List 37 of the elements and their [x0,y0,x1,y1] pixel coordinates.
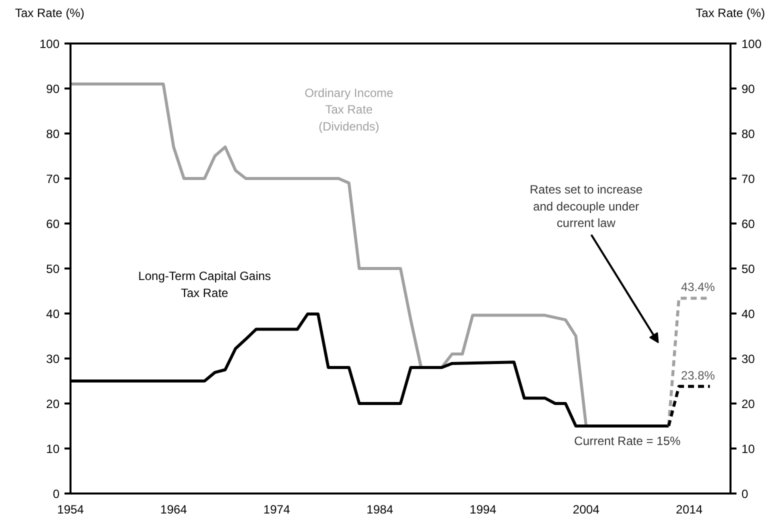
x-tick-label: 2014 [676,502,703,516]
y-tick-label: 90 [46,82,60,96]
y-axis-title: Tax Rate (%) [15,5,84,22]
x-tick-label: 1964 [160,502,188,516]
y2-axis-title: Tax Rate (%) [696,5,765,22]
y2-tick-label: 0 [742,487,748,501]
text: Ordinary Income Tax Rate (Dividends) [304,86,394,134]
text: Long-Term Capital Gains Tax Rate [138,269,271,300]
x-tick-label: 2004 [572,502,600,516]
y2-tick-label: 20 [742,397,756,411]
y2-tick-label: 60 [742,217,756,231]
data-label: 23.8% [680,368,716,382]
y-tick-label: 50 [46,262,60,276]
y-tick-label: 0 [52,487,60,501]
y-tick-label: 30 [46,352,60,366]
annotation: Rates set to increase and decouple under current law [530,182,643,230]
data-label: 43.4% [680,280,716,294]
y-tick-label: 10 [46,442,60,456]
x-tick-label: 1994 [470,502,497,516]
y-tick-label: 60 [46,217,60,231]
y2-tick-label: 80 [742,127,756,141]
annotation: Current Rate = 15% [574,434,681,448]
x-tick-label: 1984 [366,502,394,516]
x-tick-label: 1954 [57,502,84,516]
y2-tick-label: 90 [742,82,756,96]
y-tick-label: 100 [39,37,60,51]
y2-tick-label: 40 [742,307,756,321]
x-tick-label: 1974 [263,502,290,516]
y-tick-label: 20 [46,397,60,411]
y2-tick-label: 30 [742,352,756,366]
y2-tick-label: 10 [742,442,756,456]
y2-tick-label: 100 [742,37,762,51]
y-tick-label: 40 [46,307,60,321]
y-tick-label: 70 [46,172,60,186]
y2-tick-label: 50 [742,262,756,276]
y-tick-label: 80 [46,127,60,141]
y2-tick-label: 70 [742,172,756,186]
